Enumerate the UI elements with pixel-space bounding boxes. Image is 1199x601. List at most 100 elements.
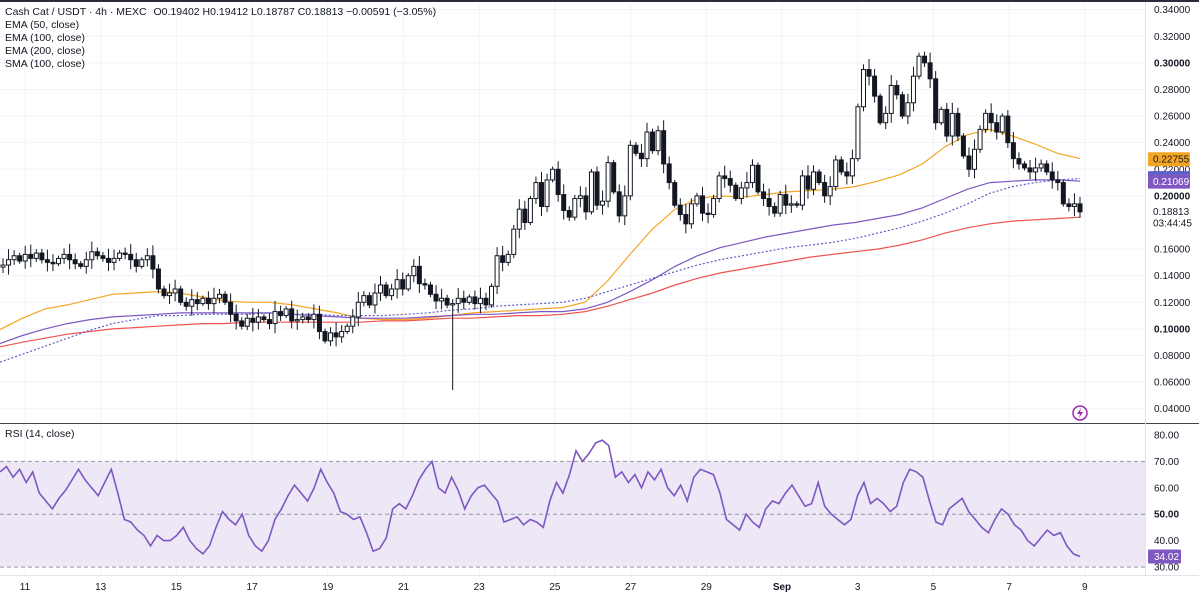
candle [316,305,322,340]
price-tick-label: 0.28000 [1154,85,1191,96]
candle [960,133,966,159]
candle [450,298,456,391]
price-axis[interactable]: 0.34000 0.32000 0.30000 0.28000 0.26000 0.240… [1154,5,1191,415]
candle [56,255,62,267]
candle [988,103,994,132]
candle [211,287,217,314]
candle [489,283,495,308]
candle [761,183,767,206]
candle [400,272,406,296]
lightning-icon[interactable] [1072,405,1088,421]
candle [161,285,167,299]
rsi-tick-label: 70.00 [1154,457,1179,468]
time-tick-label: 17 [247,582,259,593]
time-tick-label: 7 [1006,582,1012,593]
candle [1066,198,1072,212]
candle [994,114,1000,140]
candle [105,248,111,272]
candle [650,128,656,154]
candle [122,247,128,260]
candle [883,106,889,130]
candle [1005,110,1011,149]
ma-line-0[interactable] [0,128,1081,331]
candle [1038,159,1044,172]
candle [955,107,961,142]
candle [483,292,489,311]
candle [372,283,378,314]
rsi-line[interactable] [0,439,1081,558]
candle [533,176,539,204]
candle [527,195,533,226]
candle [999,113,1005,135]
candle [611,159,617,195]
indicator-ema200[interactable]: EMA (200, close) [5,45,85,57]
candle [766,188,772,216]
candle [972,139,978,179]
candle [305,312,311,324]
candle [1033,157,1039,182]
candle [228,293,234,323]
price-tick-label: 0.10000 [1154,324,1191,335]
candle [78,260,84,269]
ma-line-3[interactable] [0,178,1081,363]
countdown-label: 03:44:45 [1153,219,1192,230]
indicator-ema100[interactable]: EMA (100, close) [5,32,85,44]
ma-line-1[interactable] [0,179,1081,345]
candle [311,304,317,329]
candle [711,194,717,218]
candle [772,202,778,217]
candle [888,74,894,123]
candle [627,140,633,201]
time-tick-label: 9 [1082,582,1088,593]
candle [17,252,23,264]
candle [1021,161,1027,171]
candle [1010,132,1016,169]
indicator-sma100[interactable]: SMA (100, close) [5,58,85,70]
rsi-tick-label: 40.00 [1154,536,1179,547]
candle [261,314,267,323]
candle [500,245,506,272]
candle [200,295,206,307]
candle [300,312,306,324]
indicator-ema50[interactable]: EMA (50, close) [5,19,80,31]
symbol-title[interactable]: Cash Cat / USDT · 4h · MEXC [5,6,147,18]
candle [189,289,195,316]
symbol-line[interactable]: Cash Cat / USDT · 4h · MEXC O0.19402 H0.… [5,6,436,19]
candle [83,251,89,274]
candle [233,304,239,330]
candle [694,192,700,207]
price-tick-label: 0.14000 [1154,271,1191,282]
candle [561,184,567,220]
candle [633,141,639,157]
candles[interactable] [0,51,1083,391]
candle [333,322,339,347]
ma-line-2[interactable] [0,216,1081,348]
rsi-legend[interactable]: RSI (14, close) [5,428,75,440]
time-axis[interactable]: 11 13 15 17 19 21 23 25 27 29 Sep 3 5 7 9 [20,582,1088,593]
candle [422,278,428,290]
candle [244,313,250,331]
price-tick-label: 0.24000 [1154,138,1191,149]
candle [894,80,900,100]
candle [339,325,345,343]
candle [877,93,883,126]
candle [366,292,372,309]
rsi-tick-label: 50.00 [1154,510,1179,521]
candle [783,184,789,215]
candle [822,174,828,203]
candle [539,171,544,217]
candle [266,313,272,330]
time-tick-label: 23 [474,582,486,593]
candle [378,275,384,302]
ema100-badge [1148,174,1190,189]
time-tick-label: 19 [322,582,334,593]
rsi-value-badge [1148,549,1181,564]
candle [655,125,661,156]
candle [577,186,583,208]
candle [566,206,572,222]
candle [744,171,750,198]
candle [572,194,578,221]
